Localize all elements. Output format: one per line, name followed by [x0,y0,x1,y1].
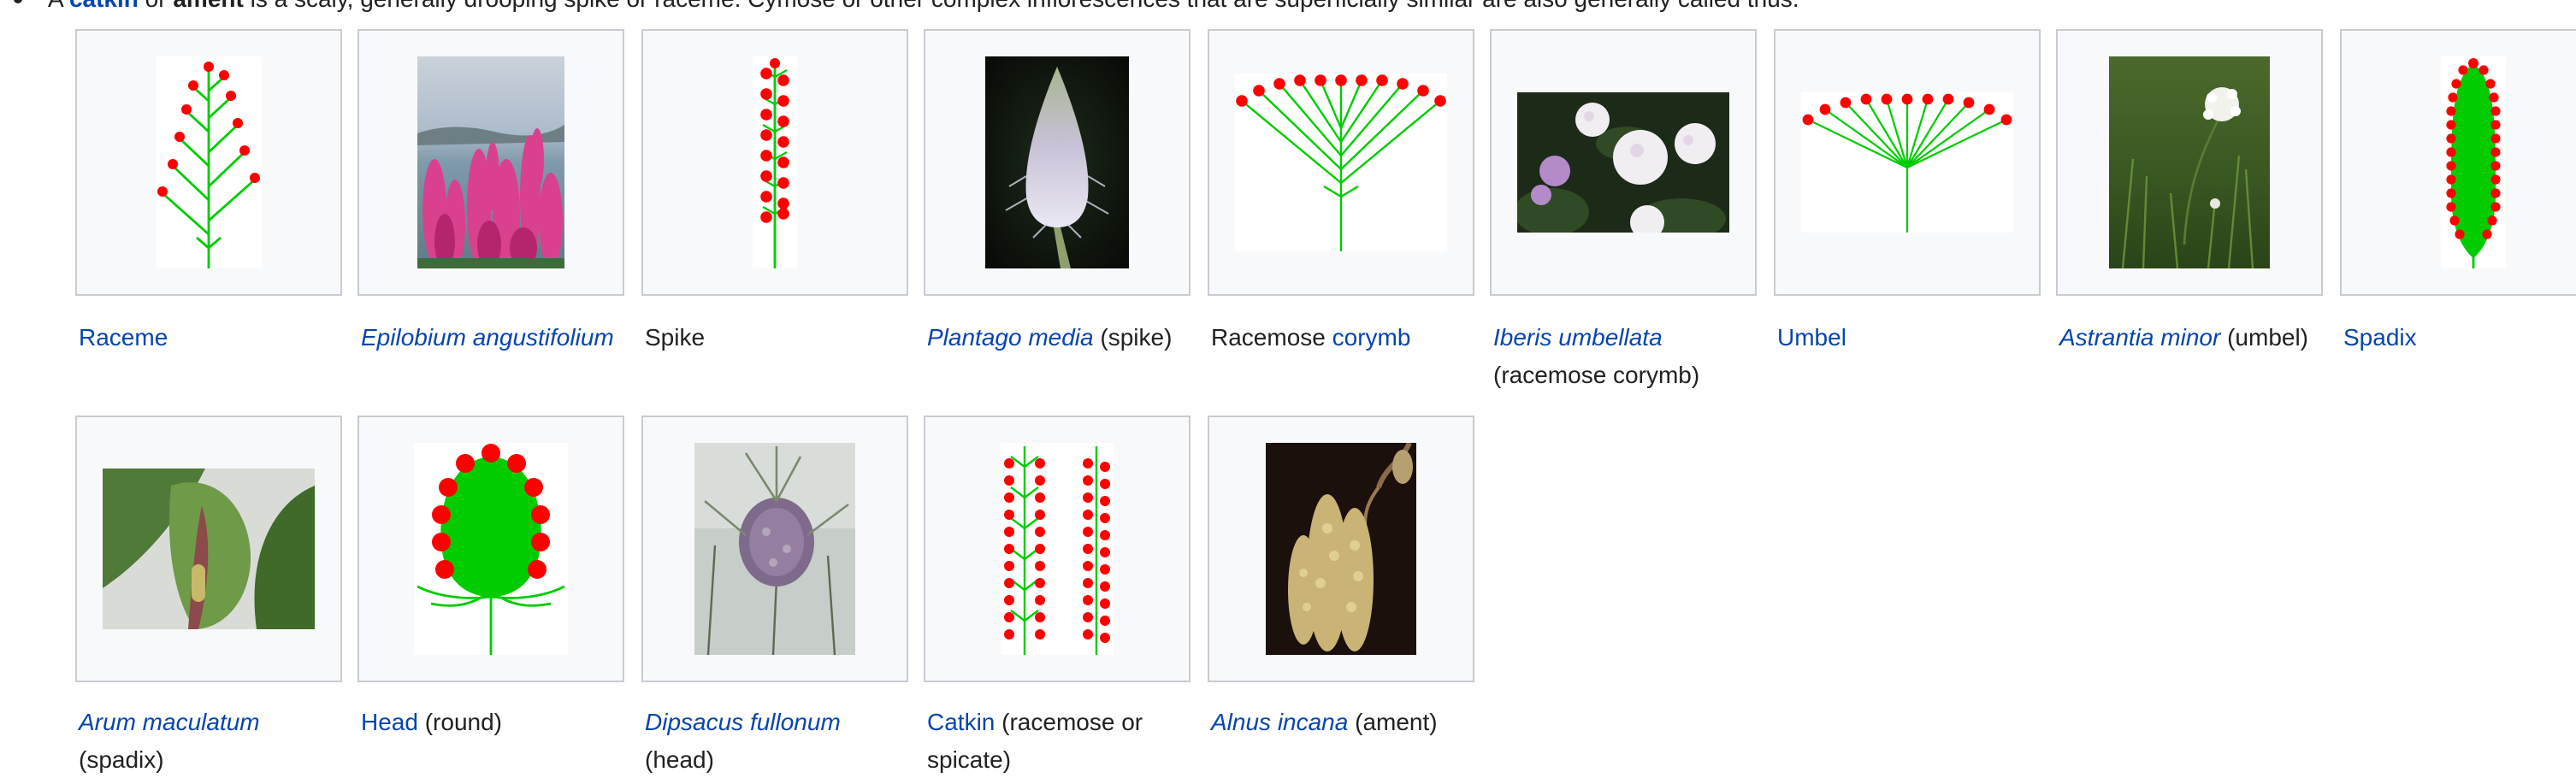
caption-link[interactable]: Astrantia minor [2059,323,2220,351]
astrantia-photo-image[interactable] [2109,56,2270,268]
caption-astrantia: Astrantia minor (umbel) [2059,318,2326,356]
caption-text: (spadix) [79,746,164,773]
caption-link[interactable]: Arum maculatum [79,708,260,735]
caption-plantago: Plantago media (spike) [927,318,1194,356]
raceme-diagram-image[interactable] [156,56,262,268]
caption-link[interactable]: Iberis umbellata [1493,323,1663,351]
caption-link[interactable]: Epilobium angustifolium [361,323,614,351]
caption-link[interactable]: Catkin [927,708,996,735]
caption-raceme: Raceme [79,318,346,356]
gallery-item-arum[interactable] [75,416,342,682]
caption-link-text: Arum maculatum [79,708,260,735]
alnus-photo-image[interactable] [1266,443,1416,655]
caption-link-text: Alnus incana [1211,708,1349,735]
caption-text: Spike [645,323,706,351]
gallery-item-catkin[interactable] [924,416,1191,682]
caption-iberis: Iberis umbellata (racemose corymb) [1493,318,1760,393]
gallery-item-astrantia[interactable] [2056,29,2323,296]
caption-link[interactable]: Alnus incana [1211,708,1348,735]
caption-text: (racemose corymb) [1493,361,1700,388]
caption-text: (spike) [1093,323,1173,351]
caption-link-text: Plantago media [927,323,1094,351]
gallery-item-dipsacus[interactable] [641,416,908,682]
epilobium-photo-image[interactable] [417,56,564,268]
caption-link[interactable]: Spadix [2343,323,2417,351]
bullet-dot [14,0,22,3]
corymb-diagram-image[interactable] [1235,74,1447,251]
catkin-diagram-image[interactable] [1001,443,1114,655]
caption-text: (round) [417,708,502,735]
caption-corymb: Racemose corymb [1211,318,1478,356]
caption-catkin: Catkin (racemose or spicate) [927,703,1194,778]
arum-photo-image[interactable] [103,469,315,629]
ament-term: ament [173,0,243,12]
intro-text: A [48,0,69,12]
caption-link[interactable]: Head [361,708,418,735]
intro-text: is a scaly, generally drooping spike or … [244,0,1799,12]
caption-arum: Arum maculatum (spadix) [79,703,346,778]
dipsacus-photo-image[interactable] [694,443,855,655]
page: A catkin or ament is a scaly, generally … [14,0,2576,773]
caption-link-text: Astrantia minor [2059,323,2221,351]
gallery-item-head[interactable] [357,416,624,682]
spike-diagram-image[interactable] [753,56,797,268]
caption-link[interactable]: Raceme [79,323,168,351]
gallery-item-alnus[interactable] [1208,416,1474,682]
caption-head: Head (round) [361,703,628,740]
caption-link-text: Iberis umbellata [1493,323,1663,351]
umbel-diagram-image[interactable] [1801,92,2013,233]
intro-text: or [139,0,173,12]
gallery-item-spike[interactable] [641,29,908,296]
caption-link[interactable]: Plantago media [927,323,1094,351]
head-diagram-image[interactable] [414,443,568,655]
caption-link[interactable]: Dipsacus fullonum [645,708,841,735]
iberis-photo-image[interactable] [1517,92,1729,233]
caption-text: (ament) [1348,708,1438,735]
caption-link[interactable]: Umbel [1777,323,1846,351]
caption-dipsacus: Dipsacus fullonum (head) [645,703,912,778]
gallery-item-spadix[interactable] [2340,29,2576,296]
caption-text: (head) [645,746,714,773]
caption-link[interactable]: corymb [1332,323,1411,351]
caption-epilobium: Epilobium angustifolium [361,318,628,356]
caption-umbel: Umbel [1777,318,2044,356]
intro-bullet: A catkin or ament is a scaly, generally … [14,0,1799,15]
gallery-item-plantago[interactable] [924,29,1191,296]
catkin-link[interactable]: catkin [69,0,139,12]
gallery-item-epilobium[interactable] [357,29,624,296]
gallery-item-corymb[interactable] [1208,29,1474,296]
gallery-item-umbel[interactable] [1774,29,2041,296]
plantago-photo-image[interactable] [985,56,1129,268]
spadix-diagram-image[interactable] [2441,56,2506,268]
caption-spike: Spike [645,318,912,356]
caption-text: (umbel) [2220,323,2309,351]
caption-link-text: Dipsacus fullonum [645,708,841,735]
gallery-item-raceme[interactable] [75,29,342,296]
caption-text: Racemose [1211,323,1332,351]
caption-spadix: Spadix [2343,318,2576,356]
caption-alnus: Alnus incana (ament) [1211,703,1478,740]
caption-link-text: Epilobium angustifolium [361,323,614,351]
gallery-item-iberis[interactable] [1490,29,1757,296]
